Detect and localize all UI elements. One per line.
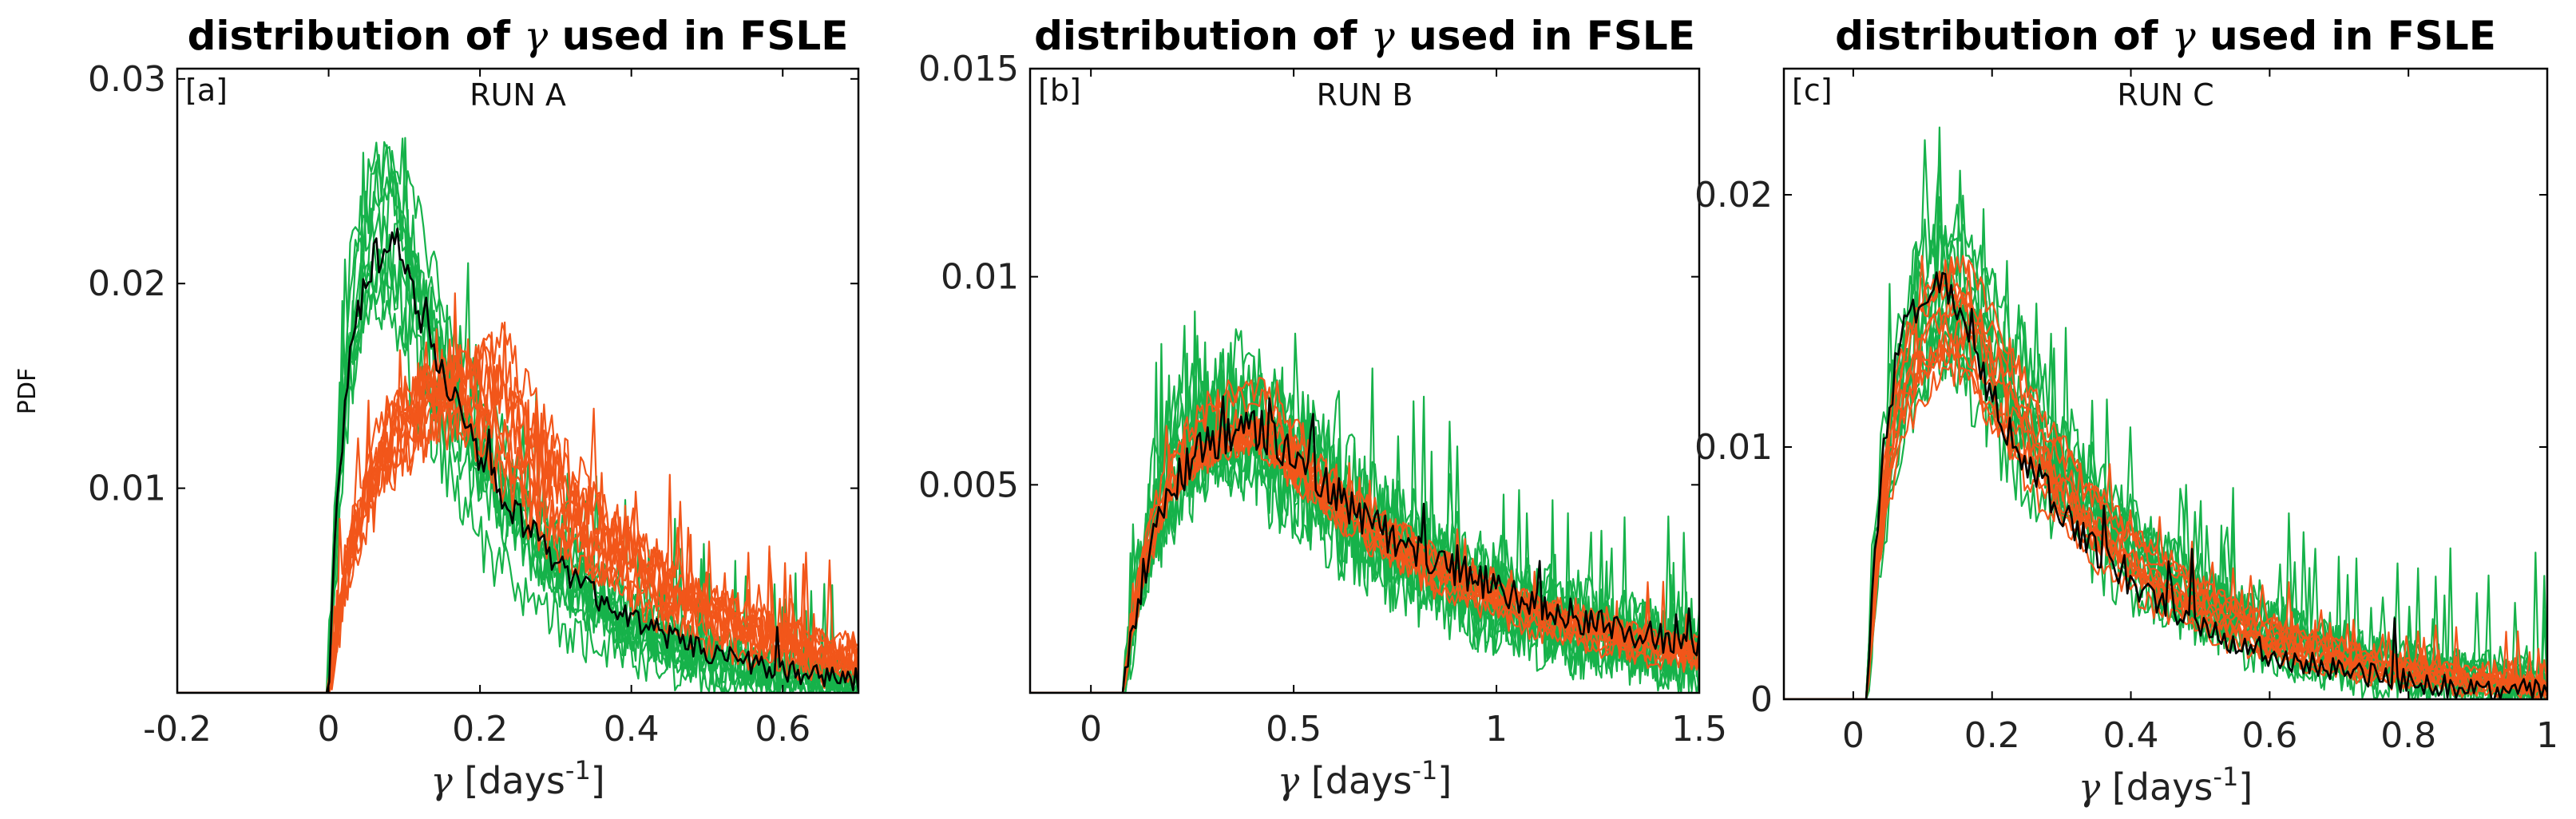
y-tick-label: 0.02 xyxy=(88,263,166,304)
series-line-2-4 xyxy=(1784,332,2547,699)
x-tick-label: 1 xyxy=(2536,715,2558,756)
series-line-2-8 xyxy=(177,292,858,693)
series-group xyxy=(1030,311,1699,693)
chart-panel-3: 0 0.2 0.4 0.6 0.8 1 0 0.01 0.02 distribution of γ… xyxy=(1694,13,2558,809)
series-line-2-9 xyxy=(1784,263,2547,699)
x-tick-label: 0.2 xyxy=(452,709,508,750)
series-line-3-1 xyxy=(1784,271,2547,699)
x-tick-label: 1.5 xyxy=(1671,709,1727,750)
x-tick-label: -0.2 xyxy=(143,709,212,750)
run-label: RUN A xyxy=(470,77,566,113)
y-tick-label: 0.02 xyxy=(1694,175,1773,216)
panel-label: [a] xyxy=(185,73,228,108)
y-tick-label: 0.01 xyxy=(88,469,166,509)
chart-panel-2: 0 0.5 1 1.5 0.005 0.01 0.015 distribution of γ … xyxy=(918,13,1727,802)
y-tick-label: 0.005 xyxy=(918,465,1019,505)
series-line-3-1 xyxy=(177,228,858,693)
x-tick-label: 0.8 xyxy=(2380,715,2436,756)
x-tick-label: 0.2 xyxy=(1964,715,2020,756)
x-axis-label: γ [days-1] xyxy=(1278,755,1452,802)
x-tick-label: 0 xyxy=(1842,715,1865,756)
chart-title: distribution of γ used in FSLE xyxy=(188,13,849,59)
panel-label: [c] xyxy=(1792,73,1833,108)
x-tick-label: 0.6 xyxy=(2241,715,2297,756)
run-label: RUN B xyxy=(1317,77,1413,113)
series-line-2-10 xyxy=(177,308,858,693)
series-line-3-1 xyxy=(1030,395,1699,693)
y-tick-label: 0.01 xyxy=(941,257,1019,298)
y-tick-label: 0.015 xyxy=(918,49,1019,89)
series-line-1-4 xyxy=(177,239,858,693)
y-tick-label: 0 xyxy=(1750,679,1773,720)
x-tick-label: 0.4 xyxy=(604,709,660,750)
x-tick-label: 0 xyxy=(318,709,340,750)
run-label: RUN C xyxy=(2117,77,2213,113)
axes-frame xyxy=(1028,67,1701,694)
series-group xyxy=(177,136,858,693)
axes-frame xyxy=(1782,67,2549,701)
y-tick-label: 0.01 xyxy=(1694,427,1773,468)
x-axis-label: γ [days-1] xyxy=(2079,762,2253,809)
y-tick-label: 0.03 xyxy=(88,59,166,100)
axes-frame xyxy=(176,67,860,694)
x-tick-label: 0 xyxy=(1080,709,1102,750)
x-tick-label: 1 xyxy=(1485,709,1508,750)
series-line-2-1 xyxy=(177,349,858,693)
series-group xyxy=(1784,126,2547,699)
chart-title: distribution of γ used in FSLE xyxy=(1835,13,2496,59)
x-tick-label: 0.6 xyxy=(755,709,810,750)
chart-panel-1: -0.2 0 0.2 0.4 0.6 0.01 0.02 0.03 distribution o… xyxy=(88,13,860,802)
x-tick-label: 0.4 xyxy=(2103,715,2159,756)
x-tick-label: 0.5 xyxy=(1266,709,1322,750)
y-axis-label: PDF xyxy=(14,368,42,414)
panel-label: [b] xyxy=(1038,73,1081,108)
series-line-2-6 xyxy=(1784,263,2547,699)
x-axis-label: γ [days-1] xyxy=(430,755,605,802)
chart-title: distribution of γ used in FSLE xyxy=(1034,13,1695,59)
